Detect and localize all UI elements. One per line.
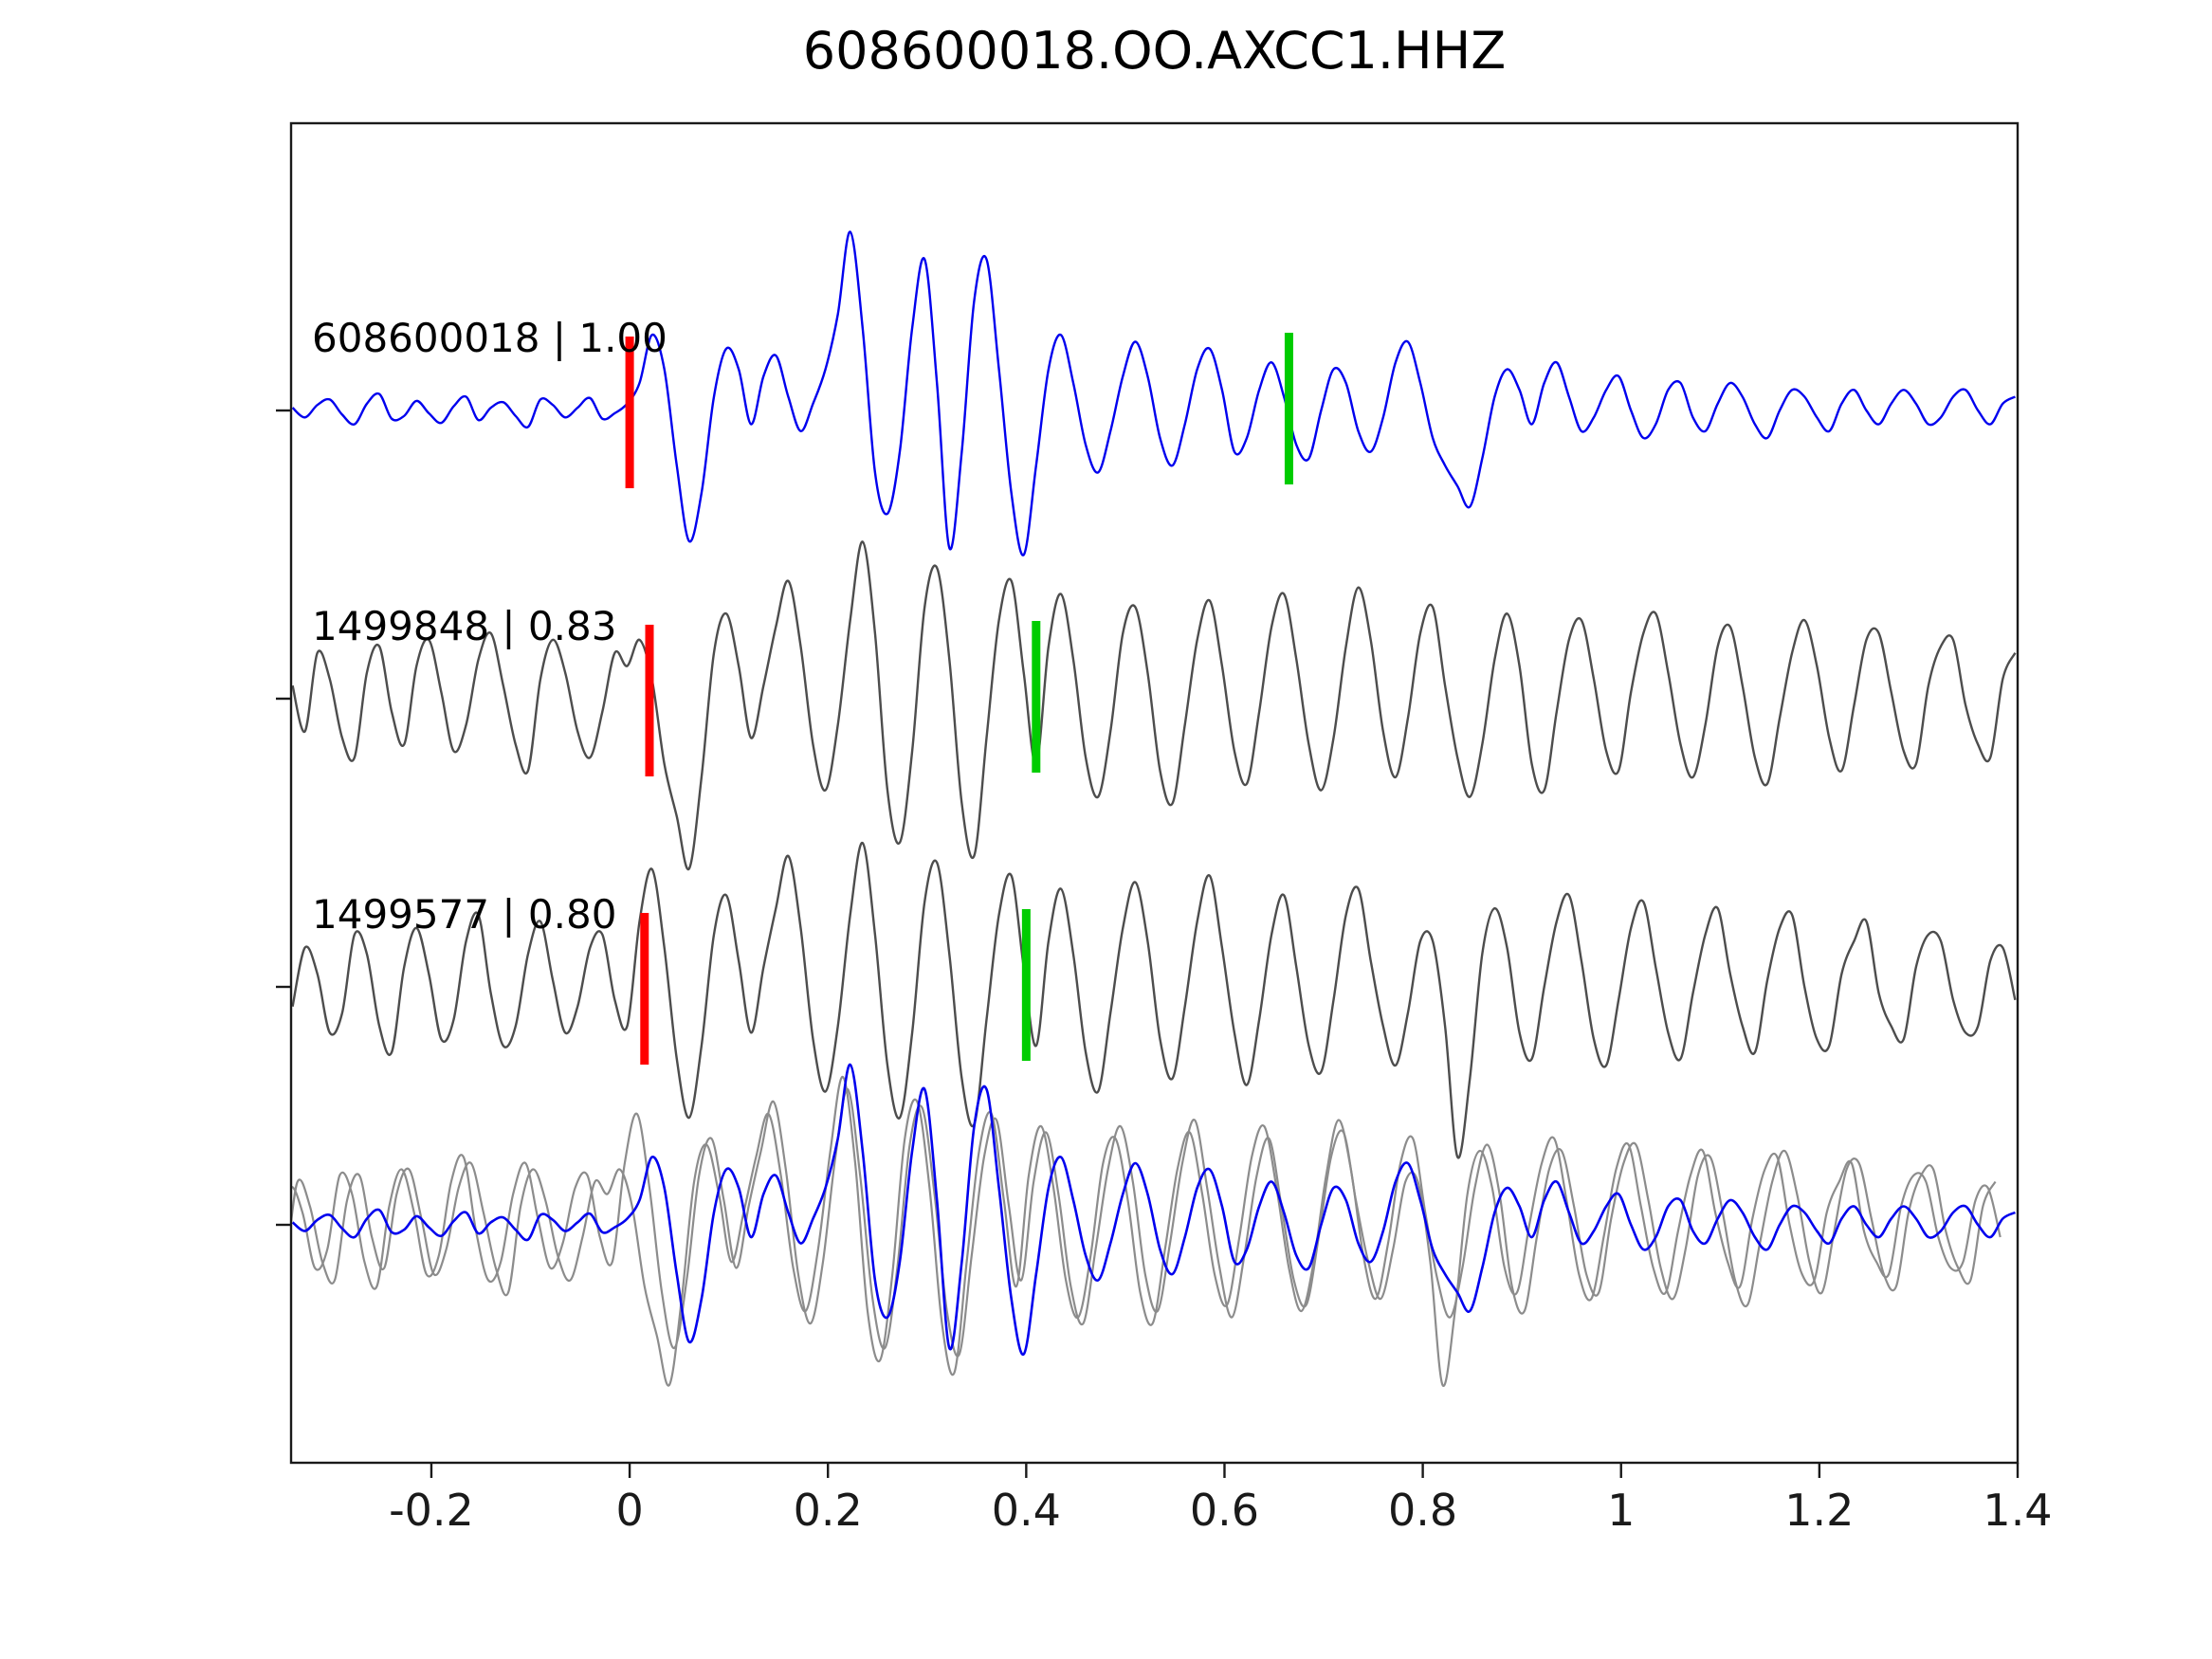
x-tick-label: 1.4 <box>1983 1485 2052 1536</box>
trace-label-1499577: 1499577 | 0.80 <box>312 891 616 938</box>
x-tick-label: 1 <box>1607 1485 1635 1536</box>
x-tick-label: -0.2 <box>389 1485 474 1536</box>
overlay-trace-line-1499848 <box>291 1075 1997 1387</box>
x-tick-label: 0.4 <box>992 1485 1061 1536</box>
x-tick-label: 0.2 <box>794 1485 863 1536</box>
x-tick-label: 0.6 <box>1190 1485 1259 1536</box>
overlay-trace-line-1499577 <box>291 1087 2002 1387</box>
axes-box <box>289 121 2020 1465</box>
trace-label-608600018: 608600018 | 1.00 <box>312 315 667 361</box>
trace-area <box>291 230 2017 1387</box>
trace-line-1499577 <box>291 841 2017 1159</box>
x-tick-label: 0.8 <box>1388 1485 1457 1536</box>
figure-title: 608600018.OO.AXCC1.HHZ <box>802 21 1507 81</box>
trace-line-1499848 <box>291 540 2017 871</box>
trace-line-608600018 <box>291 230 2016 556</box>
x-tick-label: 0 <box>615 1485 643 1536</box>
x-tick-label: 1.2 <box>1784 1485 1854 1536</box>
overlay-trace-line-608600018 <box>291 1063 2016 1356</box>
trace-label-1499848: 1499848 | 0.83 <box>312 603 616 649</box>
